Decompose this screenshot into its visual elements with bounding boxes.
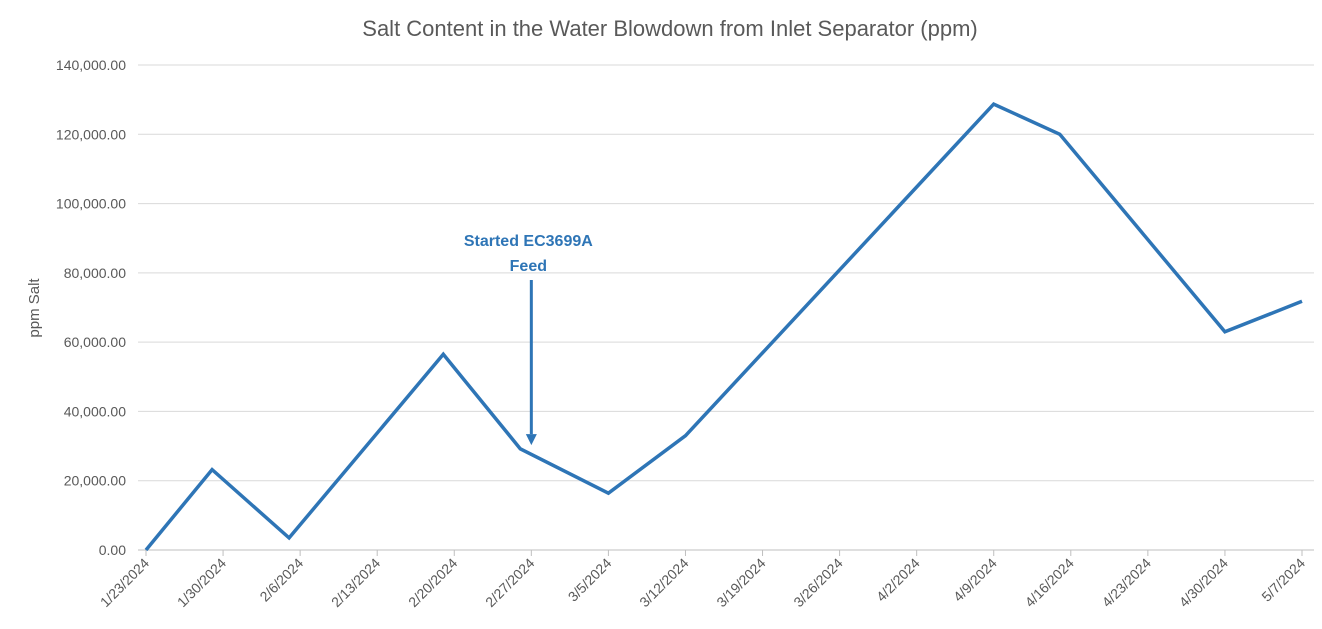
- y-tick-label: 100,000.00: [56, 196, 126, 212]
- y-tick-label: 20,000.00: [64, 473, 126, 489]
- x-tick-label: 3/26/2024: [790, 555, 846, 611]
- y-tick-label: 60,000.00: [64, 334, 126, 350]
- series-line: [146, 104, 1302, 550]
- x-tick-label: 4/23/2024: [1099, 555, 1155, 611]
- chart-title: Salt Content in the Water Blowdown from …: [362, 16, 977, 41]
- x-axis-ticks: 1/23/2024 1/30/2024 2/6/2024 2/13/2024 2/20/…: [97, 550, 1309, 610]
- x-tick-label: 4/16/2024: [1022, 555, 1078, 611]
- x-tick-label: 2/13/2024: [328, 555, 384, 611]
- y-tick-label: 120,000.00: [56, 126, 126, 142]
- x-tick-label: 2/27/2024: [482, 555, 538, 611]
- x-tick-label: 1/30/2024: [174, 555, 230, 611]
- annotation-text: Started EC3699A: [464, 233, 593, 250]
- x-tick-label: 3/12/2024: [636, 555, 692, 611]
- y-tick-label: 40,000.00: [64, 403, 126, 419]
- annotation-text: Feed: [510, 258, 547, 275]
- x-tick-label: 3/19/2024: [713, 555, 769, 611]
- x-tick-label: 2/20/2024: [405, 555, 461, 611]
- y-axis-label: ppm Salt: [26, 278, 43, 338]
- x-tick-label: 4/9/2024: [950, 555, 1000, 605]
- annotation-arrow-head: [526, 434, 537, 445]
- annotation: Started EC3699A Feed: [464, 233, 593, 445]
- y-tick-label: 140,000.00: [56, 57, 126, 73]
- x-tick-label: 1/23/2024: [97, 555, 153, 611]
- x-tick-label: 2/6/2024: [256, 555, 306, 605]
- y-axis-ticks: 0.00 20,000.00 40,000.00 60,000.00 80,000.00…: [56, 57, 126, 558]
- y-tick-label: 0.00: [99, 542, 126, 558]
- x-tick-label: 3/5/2024: [565, 555, 615, 605]
- x-tick-label: 4/30/2024: [1176, 555, 1232, 611]
- series-layer: [146, 104, 1302, 550]
- y-tick-label: 80,000.00: [64, 265, 126, 281]
- gridlines: [138, 65, 1314, 481]
- x-tick-label: 4/2/2024: [873, 555, 923, 605]
- x-tick-label: 5/7/2024: [1258, 555, 1308, 605]
